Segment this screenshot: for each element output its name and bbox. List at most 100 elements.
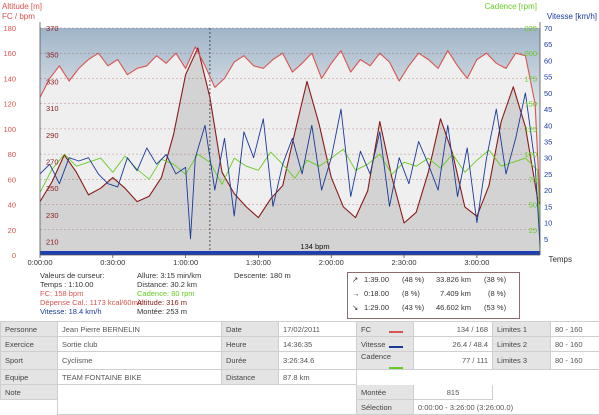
- speed-tick-label: 40: [544, 121, 552, 130]
- speed-tick-label: 60: [544, 56, 552, 65]
- fc-tick-label: 140: [3, 74, 16, 83]
- cadence-field: 77 / 111: [414, 352, 493, 370]
- speed-axis-title: Vitesse [km/h]: [547, 12, 597, 21]
- time-tick-label: 2:00:00: [319, 258, 344, 267]
- note-label: Note: [1, 385, 58, 400]
- cursor-altitude: Altitude: 316 m: [137, 298, 187, 307]
- fc-legend-line: [389, 331, 403, 333]
- altitude-tick-label: 210: [46, 238, 59, 247]
- limite2-field[interactable]: 80 - 160: [551, 337, 599, 352]
- personne-field[interactable]: Jean Pierre BERNELIN: [58, 322, 222, 337]
- speed-tick-label: 15: [544, 202, 552, 211]
- vitesse-label: Vitesse: [357, 337, 414, 352]
- fc-tick-label: 160: [3, 49, 16, 58]
- distance-label: Distance: [222, 370, 279, 385]
- cursor-depense: Dépense Cal.: 1173 kcal/60min: [40, 298, 144, 307]
- cadence-tick-label: 100: [524, 150, 537, 159]
- cadence-tick-label: 175: [524, 74, 537, 83]
- speed-tick-label: 70: [544, 24, 552, 33]
- speed-tick-label: 5: [544, 235, 548, 244]
- info-row: Sport Cyclisme Durée 3:26:34.6 Cadence 7…: [1, 352, 599, 370]
- equipe-field[interactable]: TEAM FONTAINE BIKE: [58, 370, 222, 385]
- cursor-temps: Temps : 1:10.00: [40, 280, 93, 289]
- speed-tick-label: 20: [544, 186, 552, 195]
- duree-label: Durée: [222, 352, 279, 370]
- sport-field[interactable]: Cyclisme: [58, 352, 222, 370]
- cursor-descente: Descente: 180 m: [234, 271, 291, 280]
- duree-field[interactable]: 3:26:34.6: [279, 352, 357, 370]
- cadence-tick-label: 25: [529, 226, 537, 235]
- time-tick-label: 0:00:00: [27, 258, 52, 267]
- speed-tick-label: 55: [544, 73, 552, 82]
- cadence-label: Cadence: [357, 352, 414, 370]
- time-tick-label: 3:00:00: [464, 258, 489, 267]
- exercice-field[interactable]: Sortie club: [58, 337, 222, 352]
- limite3-label: Limites 3: [493, 352, 551, 370]
- vitesse-legend-line: [389, 346, 403, 348]
- altitude-tick-label: 250: [46, 184, 59, 193]
- segment-row-up: ↗ 1:39.00 (48 %) 33.826 km (38 %): [348, 275, 519, 288]
- fc-tick-label: 40: [8, 201, 16, 210]
- heure-field[interactable]: 14:36:35: [279, 337, 357, 352]
- segment-pct-distance: (53 %): [484, 303, 506, 312]
- cursor-allure: Allure: 3:15 min/km: [137, 271, 201, 280]
- cursor-vitesse: Vitesse: 18.4 km/h: [40, 307, 102, 316]
- speed-tick-label: 50: [544, 89, 552, 98]
- equipe-label: Equipe: [1, 370, 58, 385]
- arrow-right-icon: →: [352, 289, 360, 298]
- cadence-tick-label: 75: [529, 175, 537, 184]
- info-row: Note Montée 815: [1, 385, 599, 400]
- fc-tick-label: 80: [8, 150, 16, 159]
- date-field[interactable]: 17/02/2011: [279, 322, 357, 337]
- distance-field[interactable]: 87.8 km: [279, 370, 357, 385]
- climb-summary-box: ↗ 1:39.00 (48 %) 33.826 km (38 %) → 0:18…: [347, 272, 520, 319]
- fc-tick-label: 100: [3, 125, 16, 134]
- cursor-montee: Montée: 253 m: [137, 307, 187, 316]
- cursor-distance: Distance: 30.2 km: [137, 280, 197, 289]
- montee-field: 815: [414, 385, 493, 400]
- arrow-down-right-icon: ↘: [352, 303, 358, 312]
- altitude-tick-label: 330: [46, 77, 59, 86]
- limite1-field[interactable]: 80 - 160: [551, 322, 599, 337]
- selection-field: 0:00:00 - 3:26:00 (3:26:00.0): [414, 400, 599, 415]
- segment-row-down: ↘ 1:29.00 (43 %) 46.602 km (53 %): [348, 303, 519, 316]
- fc-label-text: FC: [361, 325, 371, 334]
- segment-row-flat: → 0:18.00 (8 %) 7.409 km (8 %): [348, 289, 519, 302]
- limite2-label: Limites 2: [493, 337, 551, 352]
- fc-tick-label: 180: [3, 24, 16, 33]
- segment-pct-time: (8 %): [402, 289, 420, 298]
- selection-label: Sélection: [357, 400, 414, 415]
- note-field[interactable]: [58, 385, 357, 415]
- speed-tick-label: 35: [544, 138, 552, 147]
- reference-bar: [40, 251, 540, 255]
- vitesse-label-text: Vitesse: [361, 340, 385, 349]
- chart-svg[interactable]: 134 bpm 02040608010012014016018021023025…: [0, 0, 599, 268]
- montee-label: Montée: [357, 385, 414, 400]
- limite3-field[interactable]: 80 - 160: [551, 352, 599, 370]
- segment-pct-distance: (38 %): [484, 275, 506, 284]
- time-tick-label: 0:30:00: [100, 258, 125, 267]
- x-axis-title: Temps: [548, 255, 572, 264]
- segment-time: 1:39.00: [364, 275, 389, 284]
- cadence-axis-title: Cadence [rpm]: [485, 2, 537, 11]
- altitude-tick-label: 310: [46, 104, 59, 113]
- cadence-legend-line: [389, 367, 403, 369]
- fc-tick-label: 60: [8, 175, 16, 184]
- fc-label: FC: [357, 322, 414, 337]
- fc-tick-label: 120: [3, 100, 16, 109]
- time-tick-label: 1:30:00: [246, 258, 271, 267]
- date-label: Date: [222, 322, 279, 337]
- fc-field: 134 / 168: [414, 322, 493, 337]
- empty-cell: [493, 385, 599, 400]
- heure-label: Heure: [222, 337, 279, 352]
- cursor-fc: FC: 158 bpm: [40, 289, 83, 298]
- altitude-axis-title: Altitude [m]: [2, 2, 42, 11]
- info-row: Exercice Sortie club Heure 14:36:35 Vite…: [1, 337, 599, 352]
- segment-distance: 46.602 km: [436, 303, 471, 312]
- time-tick-label: 1:00:00: [173, 258, 198, 267]
- segment-distance: 7.409 km: [440, 289, 471, 298]
- personne-label: Personne: [1, 322, 58, 337]
- speed-tick-label: 30: [544, 154, 552, 163]
- cadence-tick-label: 150: [524, 100, 537, 109]
